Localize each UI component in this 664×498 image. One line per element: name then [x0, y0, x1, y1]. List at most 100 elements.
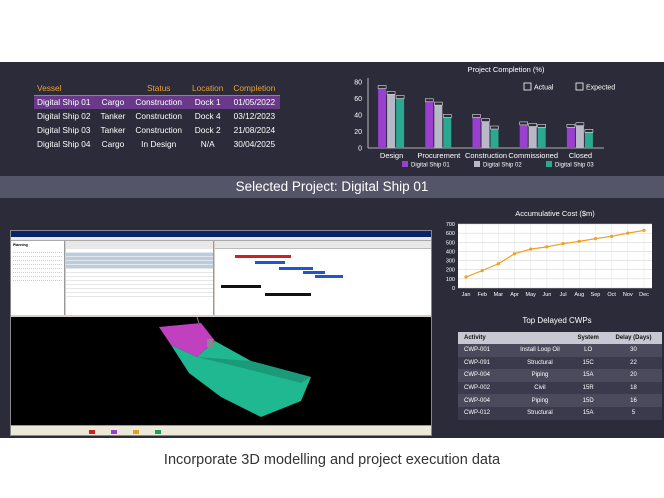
delayed-cell: CWP-001 [464, 347, 491, 354]
y-tick-label: 700 [446, 222, 455, 228]
delayed-cell: 15C [582, 359, 594, 366]
expected-marker [566, 124, 576, 128]
vessel-cell: Tanker [100, 111, 126, 121]
x-tick-label: Construction [465, 151, 507, 160]
delayed-table-header: Activity System Delay (Days) [458, 332, 662, 344]
gantt-chart [215, 241, 431, 315]
delayed-col-header: Delay (Days) [605, 332, 662, 344]
expected-marker [528, 123, 537, 127]
legend-label: Digital Ship 03 [555, 163, 594, 169]
accumulative-cost-chart: Accumulative Cost ($m) 0 100 200 300 400 500 60… [446, 209, 652, 298]
vessel-col-header [96, 82, 131, 95]
vessel-cell: Digital Ship 04 [37, 139, 91, 149]
x-tick-label: Dec [639, 292, 649, 298]
expected-marker [434, 101, 443, 106]
expected-marker [472, 114, 481, 118]
y-tick-label: 80 [354, 80, 362, 87]
x-tick-label: Aug [574, 292, 584, 298]
bar [425, 101, 434, 148]
cost-point [642, 228, 646, 232]
delayed-row: CWP-004 Piping 15D 16 [458, 394, 662, 407]
delayed-cell: 15D [582, 397, 594, 404]
legend-label: Digital Ship 01 [411, 163, 450, 169]
expected-marker [395, 95, 405, 99]
cost-point [561, 242, 565, 246]
expected-marker [425, 98, 434, 103]
toggle-checkbox[interactable] [523, 82, 532, 91]
delayed-cell: 5 [631, 410, 636, 417]
y-tick-label: 0 [452, 286, 455, 292]
expected-marker [584, 129, 594, 133]
app-titlebar [11, 231, 431, 237]
y-tick-label: 0 [358, 146, 362, 153]
x-tick-label: Apr [510, 292, 519, 298]
delayed-row: CWP-002 Civil 15R 18 [458, 381, 662, 395]
bar [584, 132, 593, 148]
y-tick-label: 600 [446, 231, 455, 237]
vessel-cell: Digital Ship 01 [34, 95, 96, 109]
vessel-row[interactable]: Digital Ship 01 Cargo Construction Dock 1 01… [34, 95, 281, 109]
bar [472, 117, 481, 148]
bar [443, 117, 452, 148]
legend-label: Digital Ship 02 [483, 163, 522, 169]
vessel-cell: 30/04/2025 [233, 139, 276, 149]
vessel-cell: Digital Ship 02 [37, 111, 91, 121]
vessel-row[interactable]: Digital Ship 02 Tanker Construction Dock 4 0… [34, 109, 280, 123]
delayed-cwps-table: Activity System Delay (Days) CWP-001 Instal… [458, 332, 662, 420]
vessel-table: Vessel Status Location Completion Digital S… [34, 82, 281, 151]
activity-grid [66, 241, 214, 315]
legend-swatch [474, 161, 480, 167]
vessel-cell: Dock 4 [194, 111, 221, 121]
ship-3d-view[interactable] [11, 316, 431, 425]
vessel-row[interactable]: Digital Ship 04 Cargo In Design N/A 30/04/20… [34, 137, 280, 151]
vessel-cell: Dock 1 [187, 95, 229, 109]
bar [387, 94, 396, 148]
cost-point [626, 231, 630, 235]
x-tick-label: Sep [591, 292, 601, 298]
planning-tree-header: Planning [13, 243, 28, 247]
bar [481, 121, 490, 148]
delayed-cell: CWP-002 [464, 385, 491, 392]
vessel-cell: Tanker [100, 125, 126, 135]
delayed-cell: 15A [582, 410, 594, 417]
cost-point [480, 269, 484, 273]
toggle-checkbox[interactable] [575, 82, 584, 91]
cost-point [593, 237, 598, 241]
planning-tree: Planning [11, 241, 65, 315]
vessel-cell: Construction [130, 95, 187, 109]
y-tick-label: 100 [446, 277, 455, 283]
delayed-row: CWP-004 Piping 15A 20 [458, 369, 662, 382]
expected-marker [519, 121, 528, 126]
toggle-label: Expected [586, 85, 615, 92]
y-tick-label: 20 [354, 129, 362, 136]
delayed-cwps-title: Top Delayed CWPs [522, 316, 592, 325]
delayed-cell: Install Loop Oil [520, 347, 560, 354]
expected-marker [377, 85, 387, 89]
expected-marker [490, 125, 499, 130]
vessel-cell: 21/08/2024 [233, 125, 276, 135]
delayed-cell: 15R [582, 385, 594, 392]
bar [396, 98, 405, 148]
bar [528, 126, 537, 148]
x-tick-label: Jun [542, 292, 551, 298]
delayed-cell: 30 [630, 347, 637, 354]
y-tick-label: 60 [354, 96, 362, 103]
x-tick-label: Jan [462, 292, 471, 298]
vessel-cell: In Design [141, 139, 177, 149]
project-completion-chart: Project Completion (%) 0 20 40 60 80 Design Pro… [354, 65, 615, 169]
toggle-label: Actual [534, 85, 554, 92]
x-tick-label: Jul [560, 292, 567, 298]
vessel-cell: Cargo [95, 95, 131, 109]
delayed-cell: Civil [534, 385, 546, 392]
y-tick-label: 200 [446, 268, 455, 274]
delayed-cell: Piping [531, 397, 549, 404]
app-toolbar [11, 237, 431, 241]
delayed-cell: 18 [630, 385, 637, 392]
x-tick-label: Mar [494, 292, 504, 298]
bar [537, 127, 546, 148]
vessel-cell: Cargo [101, 139, 125, 149]
delayed-col-header: System [571, 332, 606, 344]
y-tick-label: 40 [354, 113, 362, 120]
delayed-cell: CWP-012 [464, 410, 491, 417]
vessel-row[interactable]: Digital Ship 03 Tanker Construction Dock 2 2… [34, 123, 280, 137]
